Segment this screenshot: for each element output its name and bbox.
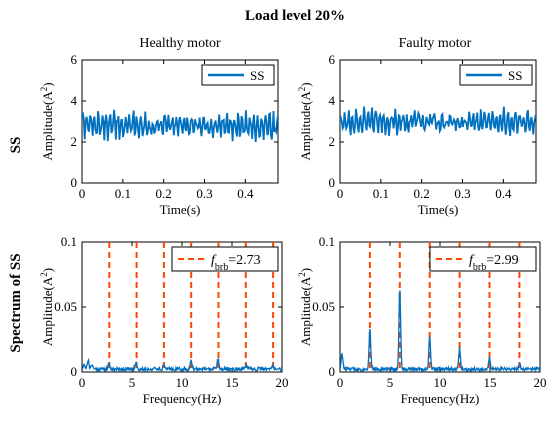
x-tick-label: 0.1 xyxy=(115,186,131,201)
panel-healthy-time-series: 0 0.1 0.2 0.3 0.4 0 2 4 6 Time(s) Amplitude(A2) SS xyxy=(39,52,279,217)
row-label-ss: SS xyxy=(8,137,24,154)
x-axis-label: Frequency(Hz) xyxy=(401,391,480,406)
y-tick-label: 0 xyxy=(329,364,336,379)
y-axis-label: Amplitude(A2) xyxy=(297,82,313,160)
y-tick-label: 0.1 xyxy=(61,234,77,249)
x-tick-label: 0 xyxy=(337,375,344,390)
signal-line xyxy=(82,109,278,143)
x-tick-label: 5 xyxy=(387,375,394,390)
y-tick-label: 0 xyxy=(71,175,78,190)
y-tick-label: 0 xyxy=(71,364,78,379)
row-label-spectrum: Spectrum of SS xyxy=(8,253,24,352)
y-tick-label: 0.1 xyxy=(319,234,335,249)
spectrum-line xyxy=(82,357,282,372)
x-axis-label: Frequency(Hz) xyxy=(143,391,222,406)
column-title-healthy: Healthy motor xyxy=(139,36,221,51)
signal-line xyxy=(340,106,536,137)
y-tick-label: 0 xyxy=(329,175,336,190)
column-title-faulty: Faulty motor xyxy=(399,36,472,51)
x-tick-label: 0.4 xyxy=(237,186,254,201)
x-tick-label: 5 xyxy=(129,375,136,390)
legend-label: fbrb=2.73 xyxy=(211,253,261,273)
y-tick-label: 6 xyxy=(71,52,78,67)
y-tick-label: 0.05 xyxy=(54,299,77,314)
y-tick-label: 6 xyxy=(329,52,336,67)
y-tick-label: 2 xyxy=(71,134,78,149)
panel-healthy-spectrum: 0 5 10 15 20 0 0.05 0.1 Frequency(Hz) Amplitude(A… xyxy=(39,234,289,406)
x-tick-label: 0 xyxy=(79,375,86,390)
y-axis-label: Amplitude(A2) xyxy=(39,268,55,346)
y-tick-label: 4 xyxy=(71,93,78,108)
y-tick-label: 4 xyxy=(329,93,336,108)
x-tick-label: 0.3 xyxy=(196,186,212,201)
x-tick-label: 0.3 xyxy=(454,186,470,201)
x-tick-label: 20 xyxy=(534,375,547,390)
spectrum-line xyxy=(340,290,540,372)
legend-label: SS xyxy=(508,68,522,83)
y-axis-label: Amplitude(A2) xyxy=(297,268,313,346)
x-tick-label: 0.4 xyxy=(495,186,512,201)
x-tick-label: 0.2 xyxy=(414,186,430,201)
x-axis-label: Time(s) xyxy=(418,202,459,217)
x-tick-label: 0.1 xyxy=(373,186,389,201)
y-tick-label: 2 xyxy=(329,134,336,149)
plot-area xyxy=(82,109,278,143)
panel-faulty-spectrum: 0 5 10 15 20 0 0.05 0.1 Frequency(Hz) Amplitude(A… xyxy=(297,234,547,406)
y-tick-label: 0.05 xyxy=(312,299,335,314)
x-axis-label: Time(s) xyxy=(160,202,201,217)
x-tick-label: 0 xyxy=(337,186,344,201)
y-axis-label: Amplitude(A2) xyxy=(39,82,55,160)
x-tick-label: 0.2 xyxy=(156,186,172,201)
legend-label: fbrb=2.99 xyxy=(469,253,519,273)
x-tick-label: 15 xyxy=(484,375,497,390)
plot-frame xyxy=(81,59,279,184)
panel-faulty-time-series: 0 0.1 0.2 0.3 0.4 0 2 4 6 Time(s) Amplitude(A2) SS xyxy=(297,52,537,217)
x-tick-label: 10 xyxy=(434,375,447,390)
x-tick-label: 20 xyxy=(276,375,289,390)
figure-title: Load level 20% xyxy=(245,8,345,24)
plot-frame xyxy=(339,59,537,184)
x-tick-label: 10 xyxy=(176,375,189,390)
x-tick-label: 0 xyxy=(79,186,86,201)
plot-area xyxy=(340,106,536,137)
legend-label: SS xyxy=(250,68,264,83)
x-tick-label: 15 xyxy=(226,375,239,390)
